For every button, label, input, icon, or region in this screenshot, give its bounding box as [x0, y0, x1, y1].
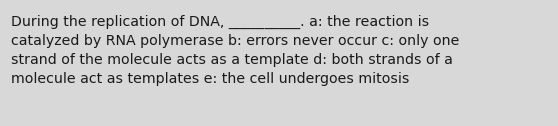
Text: During the replication of DNA, __________. a: the reaction is
catalyzed by RNA p: During the replication of DNA, _________…	[11, 15, 460, 86]
